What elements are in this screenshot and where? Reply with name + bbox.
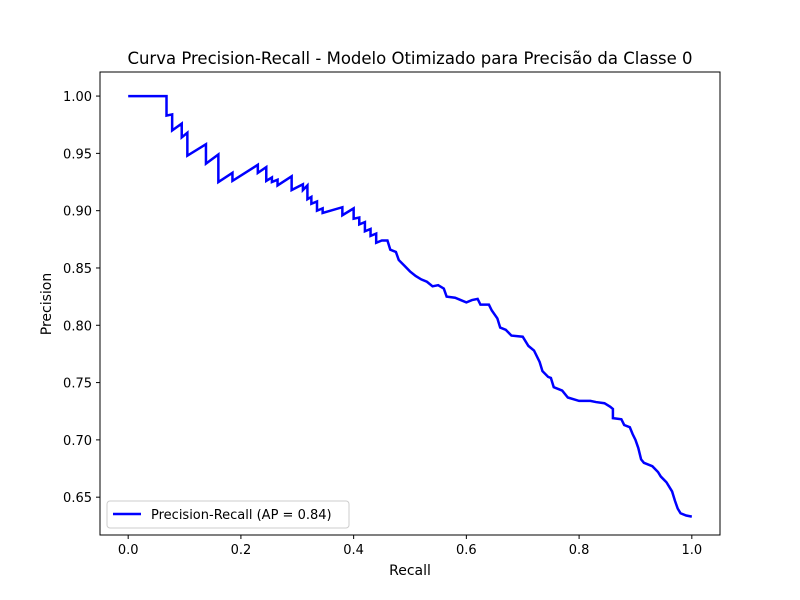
y-axis-ticks: 0.65 0.70 0.75 0.80 0.85 0.90 0.95 1.00 (63, 90, 100, 506)
chart-title: Curva Precision-Recall - Modelo Otimizad… (127, 49, 692, 68)
y-tick-label: 0.70 (63, 434, 92, 449)
x-tick-label: 1.0 (681, 543, 702, 558)
x-tick-label: 0.8 (569, 543, 590, 558)
precision-recall-line (128, 94, 693, 518)
legend: Precision-Recall (AP = 0.84) (106, 500, 350, 529)
x-tick-label: 0.6 (456, 543, 477, 558)
legend-box (106, 500, 350, 529)
x-axis-label: Recall (389, 563, 431, 579)
x-tick-label: 0.4 (343, 543, 364, 558)
y-tick-label: 1.00 (63, 90, 92, 105)
x-axis-ticks: 0.0 0.2 0.4 0.6 0.8 1.0 (118, 535, 702, 558)
y-axis-label: Precision (39, 273, 55, 335)
y-tick-label: 0.80 (63, 319, 92, 334)
y-tick-label: 0.90 (63, 205, 92, 220)
y-tick-label: 0.75 (63, 377, 92, 392)
axes-frame (99, 71, 721, 536)
y-tick-label: 0.85 (63, 262, 92, 277)
x-tick-label: 0.0 (118, 543, 139, 558)
x-tick-label: 0.2 (231, 543, 252, 558)
plot-area (128, 94, 693, 518)
y-tick-label: 0.95 (63, 147, 92, 162)
legend-label: Precision-Recall (AP = 0.84) (151, 508, 332, 523)
y-tick-label: 0.65 (63, 491, 92, 506)
